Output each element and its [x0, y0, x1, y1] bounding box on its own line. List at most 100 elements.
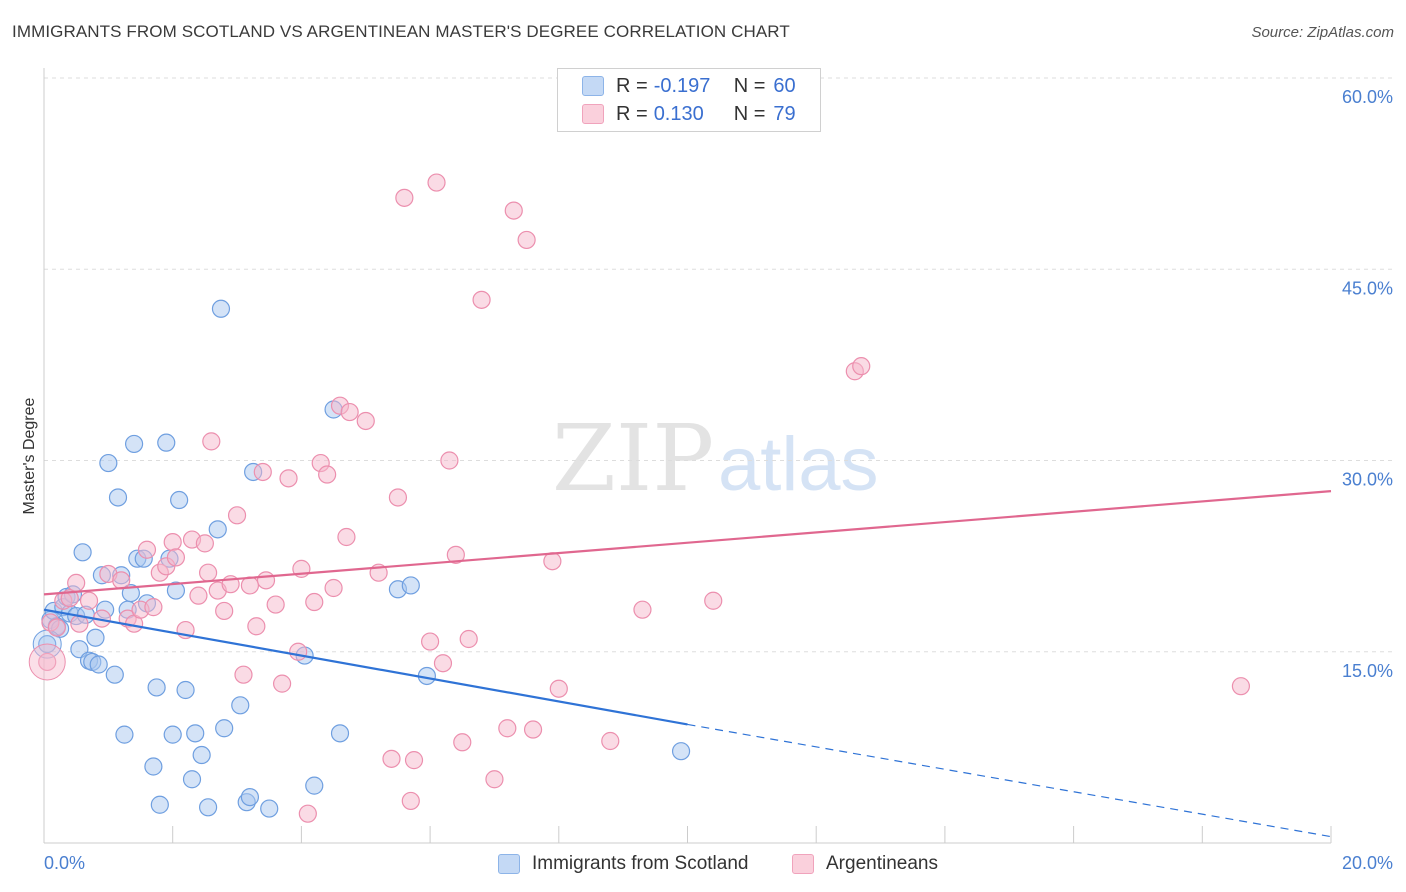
grid-lines	[44, 77, 1392, 653]
data-point	[86, 628, 105, 647]
legend-n-label: N =	[733, 74, 766, 97]
legend-r-value: -0.197	[653, 74, 711, 97]
data-point	[401, 576, 420, 595]
data-point	[440, 451, 459, 470]
watermark-zip: ZIP	[552, 405, 714, 512]
data-point	[144, 757, 163, 776]
data-point	[523, 720, 543, 739]
data-point	[388, 488, 408, 507]
legend-row-scotland: R = -0.197 N = 60	[582, 73, 796, 99]
watermark-atlas: atlas	[718, 422, 879, 507]
data-point	[176, 680, 195, 700]
data-point	[240, 576, 260, 595]
data-point	[231, 696, 250, 715]
data-point	[324, 578, 343, 598]
data-point	[227, 506, 247, 525]
data-point	[601, 731, 620, 751]
correlation-legend: R = -0.197 N = 60 R = 0.130 N = 79	[557, 68, 821, 132]
data-point	[79, 591, 99, 610]
series-legend-argentineans: Argentineans	[792, 851, 938, 877]
data-point	[186, 724, 205, 743]
data-point	[124, 434, 144, 454]
data-point	[472, 290, 491, 309]
data-point	[182, 770, 202, 789]
x-tick-label: 20.0%	[1342, 853, 1393, 873]
data-point	[395, 188, 414, 207]
legend-r-value: 0.130	[653, 102, 704, 125]
data-point	[421, 632, 440, 651]
data-point	[404, 751, 424, 770]
data-point	[633, 600, 652, 619]
data-point	[112, 571, 131, 590]
data-point	[459, 629, 478, 649]
data-point	[453, 733, 472, 752]
series-legend-label: Argentineans	[826, 853, 938, 874]
chart-title: IMMIGRANTS FROM SCOTLAND VS ARGENTINEAN …	[12, 22, 790, 41]
trend-line-scotland	[43, 608, 688, 726]
data-point	[704, 591, 723, 610]
data-point	[115, 725, 134, 744]
data-point	[144, 598, 163, 617]
data-point	[260, 799, 279, 818]
data-point	[150, 795, 169, 814]
data-point	[298, 804, 317, 823]
data-point	[382, 749, 401, 768]
legend-row-argentineans: R = 0.130 N = 79	[582, 101, 796, 127]
series-legend-swatch-blue	[498, 854, 520, 874]
data-point	[671, 742, 691, 761]
source-credit: Source: ZipAtlas.com	[1251, 24, 1394, 41]
data-point	[852, 357, 871, 376]
data-point	[121, 583, 140, 603]
data-point	[192, 745, 211, 765]
data-point	[215, 719, 234, 738]
data-point	[105, 665, 124, 684]
data-point	[272, 674, 292, 693]
data-point	[240, 787, 260, 807]
data-point	[198, 798, 218, 817]
axes	[43, 68, 1332, 844]
data-point	[163, 532, 182, 552]
data-point	[427, 173, 446, 192]
series-immigrants-from-scotland	[32, 299, 691, 818]
data-point	[279, 469, 298, 488]
data-point	[433, 654, 453, 673]
y-tick-label: 30.0%	[1342, 470, 1393, 490]
data-point	[157, 433, 176, 452]
trend-line-scotland-extension	[687, 723, 1332, 838]
data-point	[89, 655, 108, 674]
data-point	[198, 563, 218, 582]
data-point	[234, 665, 253, 684]
legend-r-label: R =	[616, 74, 648, 97]
y-tick-label: 60.0%	[1342, 87, 1393, 107]
legend-n-label: N =	[733, 102, 766, 125]
data-point	[253, 462, 272, 482]
data-point	[485, 770, 504, 789]
data-point	[305, 592, 324, 612]
data-point	[446, 545, 465, 564]
y-tick-label: 15.0%	[1342, 661, 1393, 681]
series-legend-scotland: Immigrants from Scotland	[498, 851, 748, 877]
data-point	[517, 230, 536, 250]
data-point	[166, 548, 186, 567]
data-point	[189, 586, 208, 605]
data-point	[337, 527, 356, 547]
data-point	[137, 540, 157, 559]
watermark: ZIP atlas	[552, 405, 879, 512]
data-point	[549, 679, 568, 698]
data-point	[108, 488, 128, 507]
data-point	[208, 520, 227, 539]
data-point	[215, 601, 234, 621]
data-point	[256, 571, 276, 590]
legend-swatch-pink	[582, 104, 604, 124]
series-legend-swatch-pink	[792, 854, 814, 874]
data-point	[330, 724, 350, 743]
legend-n-value: 79	[773, 102, 796, 125]
data-point	[543, 552, 562, 571]
data-point	[38, 652, 57, 672]
data-point	[340, 402, 359, 422]
data-point	[289, 642, 308, 661]
data-point	[73, 543, 92, 562]
x-tick-label: 0.0%	[44, 853, 85, 873]
data-point	[504, 201, 523, 220]
